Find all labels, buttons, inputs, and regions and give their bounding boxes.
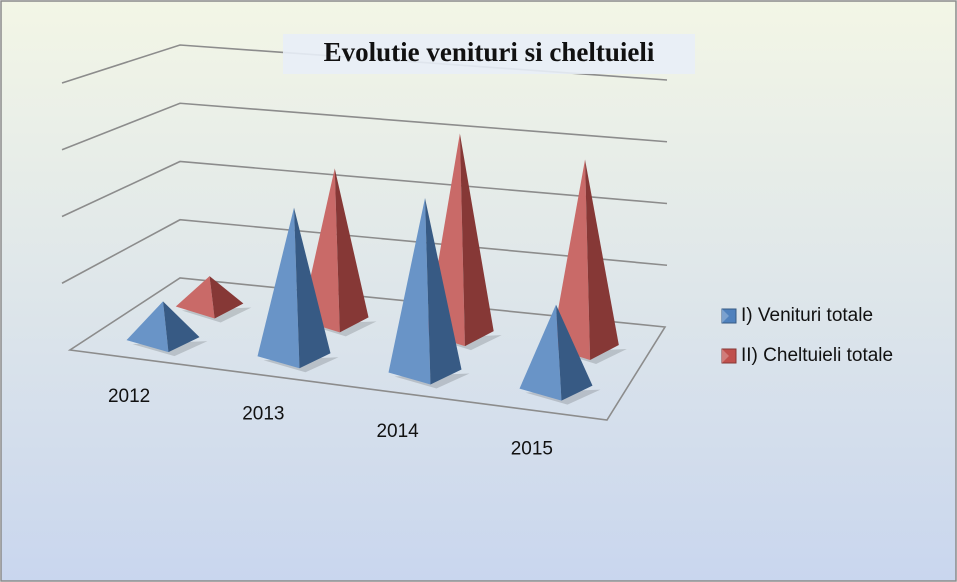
pyramid-face-right bbox=[294, 207, 331, 369]
grid-line bbox=[61, 218, 668, 284]
x-tick-label: 2013 bbox=[242, 403, 284, 424]
pyramid-face-left bbox=[388, 197, 431, 385]
pyramid-face-left bbox=[551, 159, 591, 360]
x-tick-label: 2012 bbox=[108, 386, 150, 407]
pyramid-face-right bbox=[425, 197, 462, 385]
pyramid bbox=[519, 304, 601, 405]
legend-label: I) Venituri totale bbox=[741, 305, 873, 326]
title-box bbox=[283, 34, 695, 74]
pyramid-face-right bbox=[163, 301, 200, 353]
pyramid-face-left bbox=[257, 207, 300, 369]
pyramid-face-left bbox=[126, 301, 169, 353]
pyramid bbox=[175, 276, 252, 323]
pyramid bbox=[257, 207, 339, 373]
pyramid bbox=[126, 301, 208, 357]
x-tick-label: 2015 bbox=[511, 438, 553, 459]
pyramid-face-right bbox=[585, 159, 619, 360]
pyramid-face-right bbox=[556, 304, 593, 401]
pyramid-face-left bbox=[175, 276, 215, 319]
floor bbox=[67, 277, 667, 421]
grid-line bbox=[61, 160, 668, 218]
legend-swatch-shade bbox=[722, 309, 729, 323]
x-tick-label: 2014 bbox=[376, 421, 419, 442]
grid-line bbox=[61, 102, 668, 151]
legend-swatch-shade bbox=[722, 349, 729, 363]
legend-label: II) Cheltuieli totale bbox=[741, 345, 893, 366]
pyramid bbox=[388, 197, 470, 389]
pyramid bbox=[551, 159, 627, 364]
chart-title: Evolutie venituri si cheltuieli bbox=[324, 37, 655, 67]
pyramid-face-right bbox=[209, 276, 244, 319]
pyramid-face-right bbox=[459, 133, 494, 347]
pyramid-face-right bbox=[334, 168, 369, 333]
pyramid-face-left bbox=[519, 304, 562, 401]
